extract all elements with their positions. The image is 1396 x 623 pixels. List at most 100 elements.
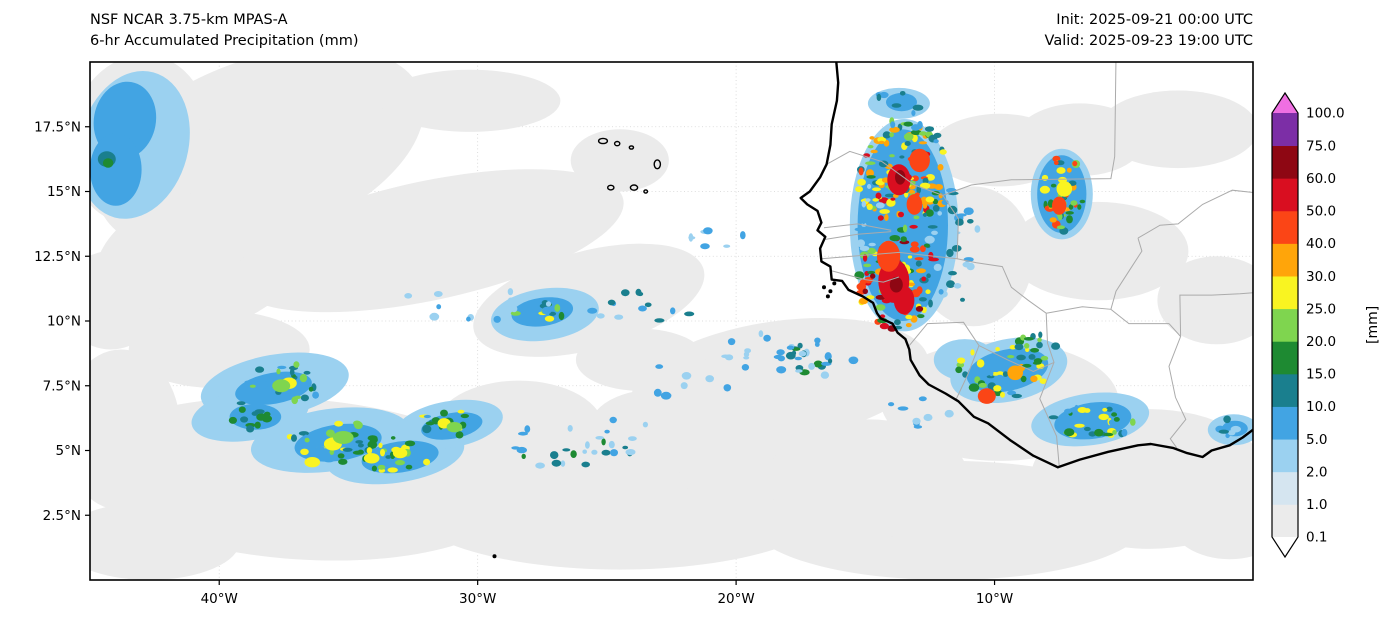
precip-cell xyxy=(1044,206,1050,211)
precip-cell xyxy=(1007,390,1017,396)
precip-cell xyxy=(1074,423,1085,428)
precip-cell xyxy=(948,271,957,276)
precip-cell xyxy=(968,383,980,392)
precip-cell xyxy=(684,311,695,317)
precip-cell xyxy=(879,209,890,214)
precip-cell xyxy=(875,202,885,209)
trace-precip-blob xyxy=(570,129,669,192)
precip-cell xyxy=(911,110,916,116)
precip-cell xyxy=(1074,404,1079,414)
precip-cell xyxy=(1084,426,1091,432)
colorbar: 0.1 1.0 2.0 5.0 10.0 15.0 20.0 25.0 30.0 40.0 50.0… xyxy=(1271,91,1381,559)
precip-cell xyxy=(289,368,295,376)
precip-cell xyxy=(377,464,386,470)
precip-cell xyxy=(1050,183,1057,188)
precip-cell xyxy=(1028,354,1036,360)
precip-cell xyxy=(354,421,363,430)
precip-cell xyxy=(338,458,348,465)
trace-precip-blob xyxy=(90,349,181,511)
precip-blob xyxy=(90,133,142,206)
precip-cell xyxy=(238,406,246,413)
precip-cell xyxy=(334,420,343,427)
precip-cell xyxy=(995,347,1000,352)
precip-cell xyxy=(955,366,963,374)
precip-cell xyxy=(993,385,1002,392)
precip-cell xyxy=(877,136,887,143)
precip-cell xyxy=(554,304,561,312)
colorbar-tick-label: 30.0 xyxy=(1306,269,1336,285)
precip-cell xyxy=(390,436,396,440)
colorbar-tick-label: 40.0 xyxy=(1306,236,1336,252)
precip-cell xyxy=(939,149,947,155)
colorbar-tick-label: 1.0 xyxy=(1306,497,1327,513)
precip-cell xyxy=(621,289,630,297)
precip-cell xyxy=(899,91,906,96)
precip-cell xyxy=(862,288,868,295)
precip-cell xyxy=(921,276,926,282)
precip-cell xyxy=(902,224,908,233)
precip-cell xyxy=(928,257,939,262)
precip-cell xyxy=(355,440,364,444)
precip-cell xyxy=(944,409,954,418)
precip-cell xyxy=(703,227,713,235)
precip-cell xyxy=(1121,428,1128,437)
precip-cell xyxy=(934,184,944,190)
precip-cell xyxy=(795,369,803,373)
precip-cell xyxy=(1036,341,1043,349)
precip-cell xyxy=(861,200,866,208)
precip-cell xyxy=(601,449,611,456)
precip-cell xyxy=(1007,355,1015,359)
trace-precip-blob xyxy=(767,419,969,539)
precip-cell xyxy=(741,364,750,371)
y-tick-label: 15°N xyxy=(47,184,81,200)
island-outline xyxy=(607,184,615,191)
precip-cell xyxy=(890,121,896,129)
precip-cell xyxy=(914,257,924,261)
coastline xyxy=(799,62,1253,469)
trace-precip-blob xyxy=(233,169,624,313)
precip-cell xyxy=(366,447,373,455)
colorbar-tick-label: 20.0 xyxy=(1306,334,1336,350)
precip-cell xyxy=(725,354,734,361)
precip-cell xyxy=(548,311,557,316)
trace-precip-blob xyxy=(379,69,561,132)
precip-cell xyxy=(544,315,555,322)
colorbar-units-label: [mm] xyxy=(1365,306,1381,344)
precip-core-blob xyxy=(363,453,380,464)
precip-core-blob xyxy=(1052,196,1067,215)
precip-cell xyxy=(889,235,901,242)
precip-cell xyxy=(907,282,915,287)
precip-cell xyxy=(1070,200,1078,206)
colorbar-band xyxy=(1272,373,1298,407)
precip-cell xyxy=(889,154,895,158)
precip-cell xyxy=(907,255,913,259)
precip-cell xyxy=(367,440,378,449)
precip-cell xyxy=(1218,429,1230,434)
precip-cell xyxy=(323,458,335,463)
precip-cell xyxy=(953,283,962,289)
precip-cell xyxy=(899,155,905,159)
precip-cell xyxy=(913,425,923,429)
islands xyxy=(492,137,837,559)
precip-cell xyxy=(1016,354,1026,361)
precip-cell xyxy=(956,213,967,217)
precip-cell xyxy=(1103,432,1114,437)
precip-cell xyxy=(638,305,647,312)
colorbar-band xyxy=(1272,276,1298,310)
precip-cell xyxy=(228,416,237,424)
precip-cell xyxy=(960,297,965,302)
colorbar-band xyxy=(1272,113,1298,147)
precip-cell xyxy=(926,273,931,279)
island-dot xyxy=(828,289,833,294)
precip-core-blob xyxy=(392,447,408,459)
precip-cell xyxy=(550,451,559,460)
precip-cell xyxy=(904,141,911,146)
precip-cell xyxy=(304,437,310,443)
precip-field xyxy=(90,62,1253,580)
precip-cell xyxy=(596,313,605,319)
precip-cell xyxy=(932,204,940,212)
precip-core-blob xyxy=(893,286,915,315)
precip-cell xyxy=(653,388,662,397)
precip-cell xyxy=(542,306,552,315)
precip-cell xyxy=(857,178,866,186)
